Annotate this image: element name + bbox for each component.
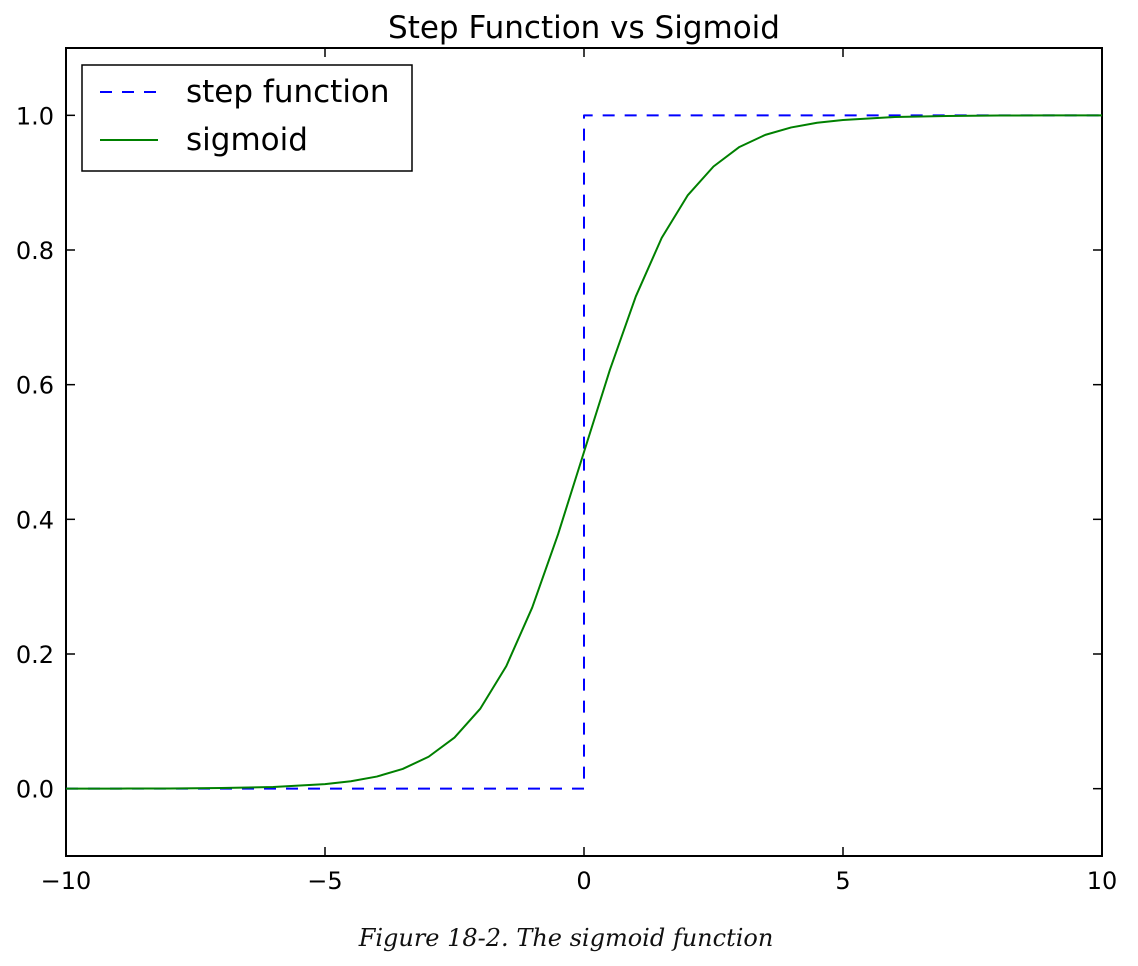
y-tick-label: 0.8 (16, 237, 54, 265)
x-tick-label: 5 (835, 867, 850, 895)
figure-caption: Figure 18-2. The sigmoid function (358, 924, 774, 952)
series-line-sigmoid (65, 114, 1103, 790)
legend-box (81, 64, 413, 172)
x-tick-label: 0 (576, 867, 591, 895)
series-layer (65, 114, 1103, 790)
x-tick-label: −5 (307, 867, 342, 895)
chart-title: Step Function vs Sigmoid (388, 10, 780, 46)
x-tick-label: 10 (1087, 867, 1118, 895)
y-tick-label: 0.0 (16, 776, 54, 804)
ticks-layer: −10 −5 0 5 10 0.0 0.2 0.4 0.6 0.8 1.0 (16, 48, 1117, 895)
legend: step function sigmoid (81, 64, 413, 172)
x-tick-label: −10 (41, 867, 92, 895)
y-tick-label: 0.4 (16, 506, 54, 534)
y-tick-label: 0.6 (16, 372, 54, 400)
y-tick-label: 0.2 (16, 641, 54, 669)
y-tick-label: 1.0 (16, 102, 54, 130)
legend-label-step-function: step function (186, 74, 390, 110)
legend-label-sigmoid: sigmoid (186, 122, 308, 158)
